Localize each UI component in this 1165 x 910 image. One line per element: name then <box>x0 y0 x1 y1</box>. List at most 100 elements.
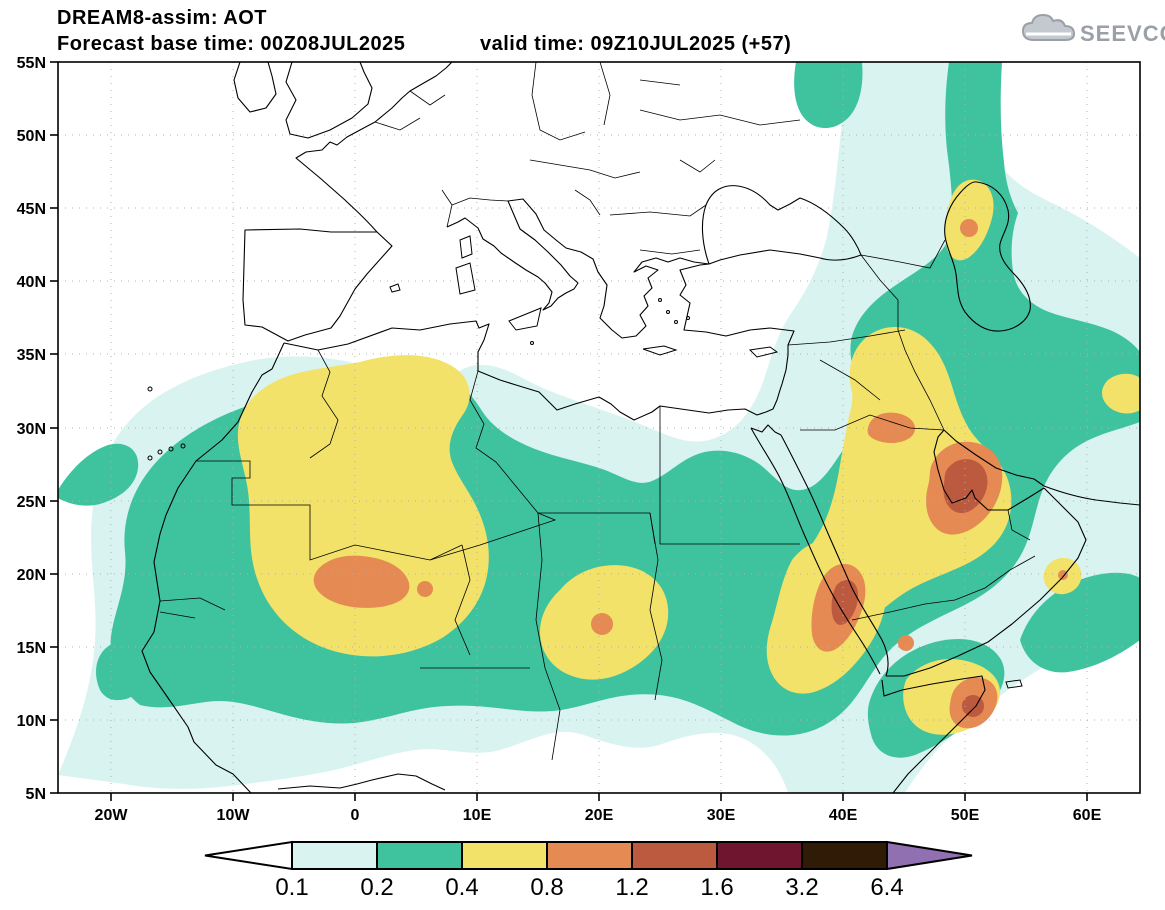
coast-ireland <box>233 62 277 113</box>
contour-0p2-d <box>58 443 139 506</box>
colorbar-segment <box>376 841 463 870</box>
valid-time: valid time: 09Z10JUL2025 (+57) <box>480 33 791 55</box>
x-tick-label: 50E <box>951 807 980 824</box>
y-tick-label: 45N <box>17 201 46 218</box>
colorbar-label: 1.2 <box>615 874 648 901</box>
y-tick-label: 5N <box>26 786 46 803</box>
x-tick-label: 10W <box>217 807 251 824</box>
x-tick-label: 40E <box>829 807 858 824</box>
contour-0p8-yemen-dot <box>898 635 914 651</box>
island-mallorca <box>389 283 401 293</box>
y-axis-latitude: 5N 10N 15N 20N 25N 30N 35N 40N 45N 50N 55N <box>17 55 58 803</box>
x-tick-label: 20W <box>95 807 129 824</box>
coast-britain <box>285 62 373 139</box>
coast-arabia-south-east <box>886 487 1087 677</box>
island-corsica <box>459 235 473 259</box>
coast-somalia <box>881 675 986 793</box>
island-canary-1 <box>147 455 153 461</box>
contour-0p8-oman-dot <box>1058 570 1068 580</box>
colorbar-label: 6.4 <box>870 874 903 901</box>
coast-persian-gulf-north <box>943 429 1045 487</box>
border-chad-west <box>535 512 546 669</box>
colorbar-label: 3.2 <box>785 874 818 901</box>
x-axis-longitude: 20W 10W 0 10E 20E 30E 40E 50E 60E <box>95 793 1102 824</box>
island-aegean-1 <box>658 298 662 302</box>
x-tick-label: 0 <box>351 807 360 824</box>
colorbar-label: 0.8 <box>530 874 563 901</box>
island-malta <box>530 341 534 345</box>
island-canary-4 <box>180 443 186 449</box>
colorbar-segment <box>291 841 378 870</box>
colorbar-label: 0.1 <box>275 874 308 901</box>
border-egypt <box>659 406 800 545</box>
coast-iberia <box>242 228 393 342</box>
coast-italy-balkans-greece <box>446 198 710 339</box>
border-turkey-caucasus <box>860 239 946 330</box>
cloud-icon <box>1021 13 1076 41</box>
x-tick-label: 10E <box>463 807 492 824</box>
coastlines <box>141 62 1140 793</box>
island-aegean-2 <box>666 310 670 314</box>
island-sicily <box>508 307 542 331</box>
contour-0p2-e <box>96 641 149 701</box>
border-nigeria-east <box>544 667 561 761</box>
contour-0p2-b <box>1020 572 1140 673</box>
border-maghreb <box>309 349 339 459</box>
colorbar-right-arrow <box>886 840 973 871</box>
coast-red-sea-east <box>780 434 889 677</box>
island-sardinia <box>455 262 476 295</box>
border-algeria-libya <box>469 370 656 545</box>
border-ukraine <box>639 79 801 173</box>
border-algeria-niger <box>429 512 557 561</box>
y-tick-label: 20N <box>17 567 46 584</box>
island-aegean-3 <box>674 320 678 324</box>
island-canary-2 <box>157 449 163 455</box>
border-europe-1 <box>374 90 446 131</box>
border-turkey-syria <box>787 329 906 346</box>
y-tick-label: 10N <box>17 713 46 730</box>
contour-0p8-chad-dot <box>591 613 613 635</box>
border-sahel-1 <box>454 544 471 656</box>
logo-text: SEEVCCC <box>1080 21 1165 46</box>
contour-0p8-mali <box>313 555 410 608</box>
y-tick-label: 15N <box>17 640 46 657</box>
border-europe-2 <box>531 62 611 141</box>
colorbar-segment <box>461 841 548 870</box>
contour-0p2-f <box>794 62 863 129</box>
x-tick-label: 20E <box>585 807 614 824</box>
coast-sinai <box>750 424 782 436</box>
colorbar-segment <box>801 841 888 870</box>
border-west-sahara-mali <box>196 460 463 561</box>
y-tick-label: 35N <box>17 347 46 364</box>
border-saudi-yemen-oman <box>851 555 1036 621</box>
border-chad-sudan <box>649 512 663 701</box>
border-danube <box>529 159 707 217</box>
border-alps <box>441 189 509 228</box>
colorbar-label: 1.6 <box>700 874 733 901</box>
islands <box>147 235 1023 689</box>
coast-black-sea <box>701 185 862 265</box>
x-tick-label: 60E <box>1073 807 1102 824</box>
contour-1p2-eritrea <box>831 580 859 625</box>
contour-0p8-caspian-dot <box>960 219 978 237</box>
aot-field-contours <box>58 62 1140 793</box>
forecast-base-time: Forecast base time: 00Z08JUL2025 <box>57 33 405 55</box>
coast-france-nw-europe <box>295 62 453 233</box>
seevccc-logo: SEEVCCC <box>1021 13 1165 46</box>
contour-0p4-iran-edge <box>1102 373 1140 414</box>
coast-north-africa-med <box>283 263 795 421</box>
border-uae <box>1007 509 1031 541</box>
y-tick-label: 30N <box>17 421 46 438</box>
island-madeira <box>147 386 153 392</box>
grid-dotted <box>58 62 1140 793</box>
island-socotra <box>1005 679 1023 689</box>
coast-africa-atlantic <box>141 342 285 793</box>
y-tick-label: 50N <box>17 128 46 145</box>
island-cyprus <box>748 346 779 358</box>
colorbar-segment <box>716 841 803 870</box>
x-tick-label: 30E <box>707 807 736 824</box>
contour-0p8-mali-dot <box>417 581 433 597</box>
colorbar-label: 0.2 <box>360 874 393 901</box>
